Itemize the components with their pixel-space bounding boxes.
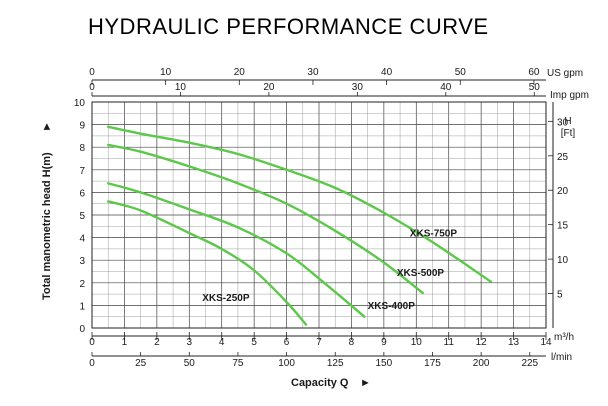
y-tick-label-m: 6 — [79, 188, 85, 199]
x-tick-label-m3h: 4 — [219, 337, 225, 348]
series-label-xks-750p: XKS-750P — [410, 228, 458, 239]
x-tick-label-lmin: 25 — [135, 358, 147, 369]
x-tick-label-usgpm: 20 — [234, 67, 246, 78]
y-tick-label-m: 9 — [79, 121, 85, 132]
x-tick-label-m3h: 10 — [411, 337, 423, 348]
x-tick-label-lmin: 0 — [89, 358, 95, 369]
x-tick-label-m3h: 1 — [122, 337, 128, 348]
x-tick-label-usgpm: 0 — [89, 67, 95, 78]
x-tick-label-lmin: 125 — [327, 358, 344, 369]
x-tick-label-m3h: 11 — [444, 337, 455, 348]
axes: 0 1 2 3 4 5 6 7 8 9 10 11 12 13 14 m³/h0 25 50 75 100 125 150… — [74, 67, 589, 369]
x-axis-title: Capacity Q — [291, 377, 349, 389]
x-unit-usgpm: US gpm — [547, 68, 583, 79]
series-lines — [107, 125, 493, 326]
chart-title: HYDRAULIC PERFORMANCE CURVE — [88, 14, 489, 39]
y-tick-label-ft: 25 — [557, 152, 569, 163]
x-tick-label-m3h: 8 — [349, 337, 355, 348]
y-tick-label-m: 4 — [79, 234, 85, 245]
x-tick-label-lmin: 175 — [424, 358, 441, 369]
y-tick-label-m: 2 — [79, 279, 85, 290]
x-tick-label-impgpm: 40 — [440, 82, 452, 93]
y-tick-label-m: 5 — [79, 211, 85, 222]
x-tick-label-lmin: 225 — [521, 358, 538, 369]
series-line-xks-750p — [107, 125, 493, 283]
x-unit-lmin: l/min — [551, 352, 572, 363]
series-labels: XKS-750P XKS-500P XKS-400P XKS-250P — [202, 228, 457, 311]
x-tick-label-m3h: 9 — [381, 337, 387, 348]
x-tick-label-m3h: 3 — [187, 337, 193, 348]
y-tick-label-m: 8 — [79, 143, 85, 154]
series-label-xks-400p: XKS-400P — [368, 301, 416, 312]
y-tick-label-ft: 5 — [557, 290, 563, 301]
x-tick-label-impgpm: 20 — [263, 82, 275, 93]
x-tick-label-impgpm: 50 — [529, 82, 541, 93]
x-tick-label-impgpm: 0 — [89, 82, 95, 93]
x-tick-label-m3h: 2 — [154, 337, 160, 348]
x-tick-label-m3h: 6 — [284, 337, 290, 348]
x-tick-label-m3h: 12 — [476, 337, 488, 348]
x-tick-label-usgpm: 10 — [160, 67, 172, 78]
x-tick-label-lmin: 150 — [376, 358, 393, 369]
series-line-xks-400p — [107, 182, 366, 318]
plot-frame — [91, 101, 547, 329]
x-unit-m3h: m³/h — [554, 332, 574, 343]
y-unit-ft-top: H — [564, 116, 571, 127]
x-tick-label-usgpm: 30 — [307, 67, 319, 78]
y-tick-label-m: 7 — [79, 166, 85, 177]
y-tick-label-ft: 20 — [557, 186, 569, 197]
y-tick-label-m: 10 — [74, 98, 86, 109]
x-tick-label-m3h: 14 — [540, 337, 552, 348]
x-tick-label-lmin: 200 — [473, 358, 490, 369]
grid — [91, 101, 547, 329]
x-tick-label-m3h: 5 — [251, 337, 257, 348]
y-axis-arrow: ► — [41, 121, 53, 132]
x-tick-label-usgpm: 60 — [528, 67, 540, 78]
series-label-xks-500p: XKS-500P — [397, 268, 445, 279]
y-axis-title: Total manometric head H(m) — [41, 152, 53, 300]
x-tick-label-m3h: 7 — [316, 337, 322, 348]
y-tick-label-ft: 15 — [557, 221, 569, 232]
x-tick-label-impgpm: 10 — [175, 82, 187, 93]
y-tick-label-ft: 30 — [557, 117, 569, 128]
series-label-xks-250p: XKS-250P — [202, 293, 250, 304]
x-tick-label-lmin: 50 — [184, 358, 196, 369]
y-tick-label-m: 3 — [79, 256, 85, 267]
y-tick-label-m: 0 — [79, 324, 85, 335]
y-tick-label-m: 1 — [79, 301, 85, 312]
series-line-xks-250p — [107, 200, 308, 326]
x-tick-label-m3h: 13 — [508, 337, 520, 348]
y-unit-ft-bottom: [Ft] — [561, 128, 576, 139]
x-unit-impgpm: Imp gpm — [550, 90, 589, 101]
x-tick-label-usgpm: 50 — [455, 67, 467, 78]
x-tick-label-lmin: 100 — [278, 358, 295, 369]
x-tick-label-lmin: 75 — [232, 358, 244, 369]
series-line-xks-500p — [107, 143, 424, 295]
x-tick-label-usgpm: 40 — [381, 67, 393, 78]
y-tick-label-ft: 10 — [557, 255, 569, 266]
x-tick-label-m3h: 0 — [89, 337, 95, 348]
x-axis-arrow: ► — [360, 377, 371, 389]
x-tick-label-impgpm: 30 — [352, 82, 364, 93]
